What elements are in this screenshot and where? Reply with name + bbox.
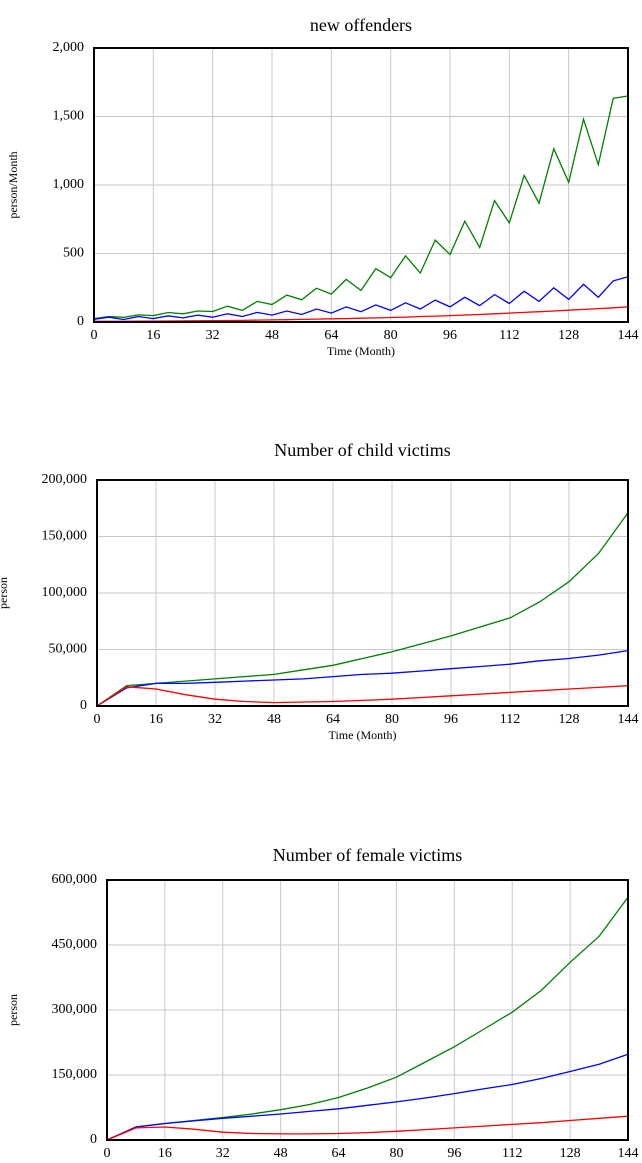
y-tick-label: 0	[77, 314, 84, 329]
y-tick-label: 150,000	[42, 529, 88, 544]
y-tick-label: 50,000	[49, 642, 88, 657]
x-tick-label: 128	[558, 328, 579, 343]
x-tick-label: 16	[146, 328, 160, 343]
series-line	[106, 1053, 629, 1141]
y-tick-label: 150,000	[52, 1067, 98, 1082]
x-tick-label: 64	[326, 712, 340, 727]
x-tick-label: 48	[267, 712, 281, 727]
y-tick-label: 600,000	[52, 872, 98, 887]
x-tick-label: 32	[216, 1146, 230, 1161]
x-axis-label: Time (Month)	[327, 344, 395, 358]
x-tick-label: 48	[265, 328, 279, 343]
series-line	[94, 306, 629, 322]
x-tick-label: 128	[560, 1146, 581, 1161]
x-axis-label: Time (Month)	[334, 1162, 402, 1163]
y-tick-label: 500	[63, 246, 84, 261]
y-tick-label: 0	[90, 1132, 97, 1147]
x-tick-label: 96	[443, 328, 457, 343]
plot-frame	[106, 879, 629, 1141]
y-axis-label: person	[6, 994, 20, 1026]
series-line	[106, 896, 629, 1141]
y-tick-label: 200,000	[42, 472, 88, 487]
y-tick-label: 450,000	[52, 937, 98, 952]
x-tick-label: 32	[206, 328, 220, 343]
x-tick-label: 112	[502, 1146, 522, 1161]
x-tick-label: 64	[332, 1146, 346, 1161]
x-tick-label: 0	[104, 1146, 111, 1161]
series-line	[96, 512, 629, 707]
x-tick-label: 16	[158, 1146, 172, 1161]
series-line	[93, 276, 629, 321]
x-tick-label: 32	[208, 712, 222, 727]
x-tick-label: 48	[274, 1146, 288, 1161]
x-tick-label: 80	[389, 1146, 403, 1161]
chart-title: new offenders	[310, 15, 412, 35]
x-tick-label: 16	[149, 712, 163, 727]
x-tick-label: 112	[499, 328, 519, 343]
y-tick-label: 0	[80, 698, 87, 713]
x-tick-label: 144	[618, 328, 639, 343]
x-tick-label: 128	[559, 712, 580, 727]
chart-title: Number of female victims	[273, 845, 462, 865]
plot-frame	[93, 47, 629, 323]
series-line	[96, 649, 629, 707]
x-tick-label: 0	[91, 328, 98, 343]
y-axis-label: person/Month	[6, 151, 20, 218]
x-tick-label: 64	[324, 328, 338, 343]
x-tick-label: 144	[618, 712, 639, 727]
y-axis-label: person	[0, 577, 10, 609]
x-tick-label: 80	[385, 712, 399, 727]
x-tick-label: 112	[500, 712, 520, 727]
plot-frame	[96, 479, 629, 707]
y-tick-label: 2,000	[53, 40, 85, 55]
series-line	[93, 95, 629, 320]
y-tick-label: 1,500	[53, 109, 85, 124]
y-tick-label: 300,000	[52, 1002, 98, 1017]
x-tick-label: 80	[384, 328, 398, 343]
x-tick-label: 144	[618, 1146, 639, 1161]
x-tick-label: 0	[94, 712, 101, 727]
x-axis-label: Time (Month)	[329, 728, 397, 742]
x-tick-label: 96	[444, 712, 458, 727]
chart-title: Number of child victims	[274, 440, 450, 460]
y-tick-label: 1,000	[53, 177, 85, 192]
y-tick-label: 100,000	[42, 585, 88, 600]
series-line	[106, 1115, 629, 1141]
x-tick-label: 96	[447, 1146, 461, 1161]
series-line	[96, 685, 629, 707]
